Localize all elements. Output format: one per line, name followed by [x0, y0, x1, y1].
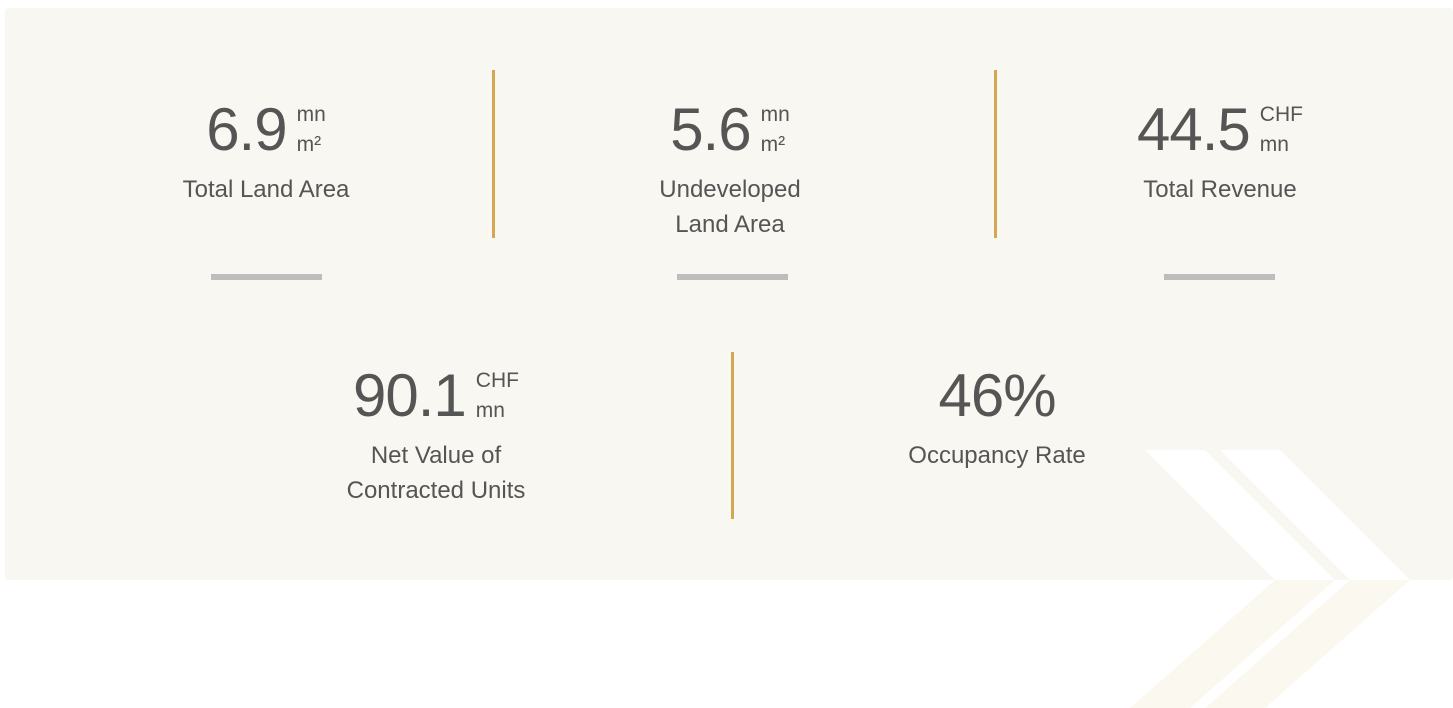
stat-label-line: Net Value of	[370, 442, 502, 469]
separator-bar	[677, 274, 788, 280]
stat-label-line: Occupancy Rate	[908, 442, 1086, 469]
stat: 44.5 CHF mn Total Revenue	[1040, 100, 1400, 207]
stat: 6.9 mn m² Total Land Area	[86, 100, 446, 207]
stat-units: CHF mn	[476, 366, 519, 426]
stat-value: 90.1	[353, 362, 467, 429]
stat-unit: CHF	[1259, 103, 1303, 126]
stat-units: mn m²	[761, 100, 790, 160]
stat-figure: 44.5 CHF mn	[1137, 100, 1303, 160]
stat-label-line: Total Revenue	[1143, 176, 1297, 203]
stat-label: Net Value of Contracted Units	[256, 438, 616, 508]
stat-label: Occupancy Rate	[817, 438, 1177, 473]
separator-bar	[211, 274, 322, 280]
stat-label-line: Total Land Area	[182, 176, 350, 203]
stat-figure: 46%	[938, 362, 1056, 429]
stat: 5.6 mn m² Undeveloped Land Area	[550, 100, 910, 242]
stat-value: 5.6	[670, 96, 751, 163]
stat-label-line: Undeveloped	[659, 176, 801, 203]
stat-label-line: Land Area	[675, 211, 785, 238]
stat: 46% Occupancy Rate	[817, 366, 1177, 473]
stat-label-line: Contracted Units	[346, 477, 526, 504]
stat-value: 44.5	[1137, 96, 1251, 163]
divider	[994, 70, 997, 238]
stat-label: Total Land Area	[86, 172, 446, 207]
stat-value: 6.9	[206, 96, 287, 163]
stat-units: mn m²	[297, 100, 326, 160]
stat-units: CHF mn	[1260, 100, 1303, 160]
stat: 90.1 CHF mn Net Value of Contracted Units	[256, 366, 616, 508]
stat-unit: m²	[296, 133, 322, 156]
stat-figure: 90.1 CHF mn	[353, 366, 519, 426]
stat-unit: mn	[760, 103, 790, 126]
separator-bar	[1164, 274, 1275, 280]
stat-figure: 5.6 mn m²	[670, 100, 790, 160]
stat-unit: CHF	[475, 369, 519, 392]
divider	[492, 70, 495, 238]
stat-unit: m²	[760, 133, 786, 156]
stat-label: Total Revenue	[1040, 172, 1400, 207]
stat-unit: mn	[1259, 133, 1289, 156]
stat-value: 46%	[938, 362, 1056, 429]
stat-unit: mn	[296, 103, 326, 126]
divider	[731, 352, 734, 519]
stat-unit: mn	[475, 399, 505, 422]
stat-figure: 6.9 mn m²	[206, 100, 326, 160]
stat-label: Undeveloped Land Area	[550, 172, 910, 242]
